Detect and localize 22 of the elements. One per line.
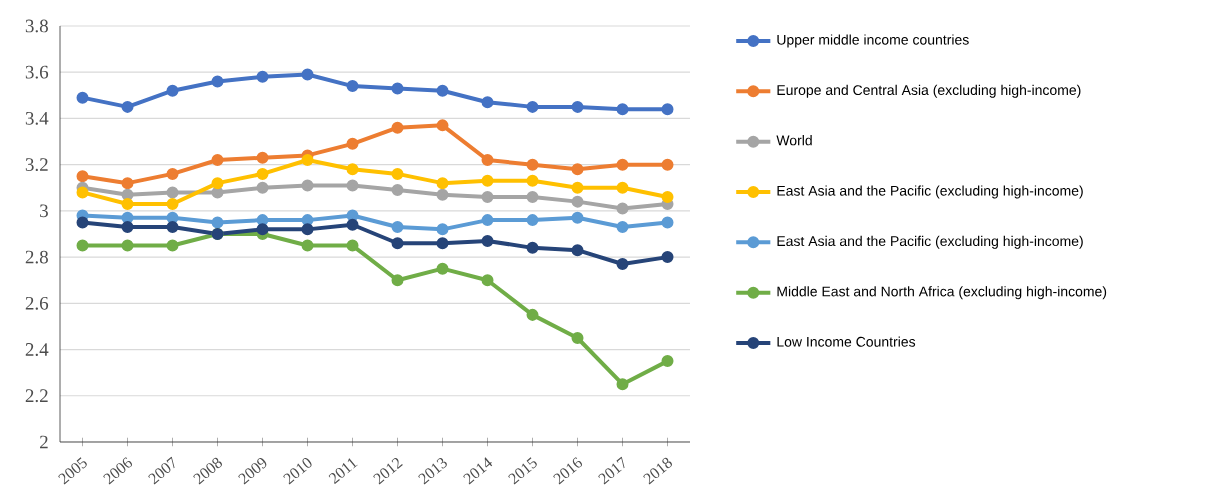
legend-label: East Asia and the Pacific (excluding high-income) [777,235,1083,249]
y-tick-label: 3.8 [25,19,48,33]
x-tick-label: 2009 [238,458,267,485]
legend-label: East Asia and the Pacific (excluding high-income) [777,185,1083,199]
y-tick-label: 2.4 [25,343,49,356]
y-tick-label: 3.6 [25,65,49,79]
y-tick-label: 3 [40,204,48,218]
x-tick-label: 2013 [418,457,447,485]
y-tick-label: 3.2 [25,158,48,172]
y-tick-label: 3.4 [25,112,49,125]
y-tick-label: 2.6 [25,296,49,310]
legend-label: Europe and Central Asia (excluding high-income) [777,84,1081,98]
legend-label: World [776,135,812,146]
y-tick-label: 2 [40,435,48,449]
legend-label: Middle East and North Africa (excluding high-income) [777,286,1107,300]
x-tick-label: 2012 [373,458,403,485]
legend-label: Upper middle income countries [777,34,969,48]
y-tick-label: 2.2 [25,389,48,403]
x-tick-label: 2011 [328,458,358,485]
x-tick-label: 2010 [283,458,312,485]
y-tick-label: 2.8 [25,250,48,264]
legend-label: Low Income Countries [777,336,916,347]
